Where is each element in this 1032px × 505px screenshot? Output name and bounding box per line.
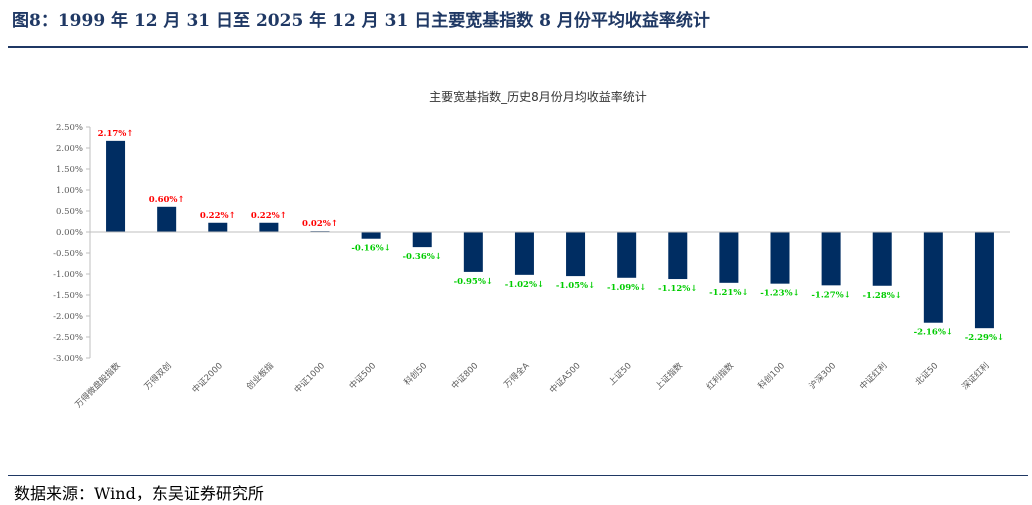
y-tick-label: -0.50%	[53, 249, 83, 259]
x-tick-label: 中证A500	[547, 360, 582, 395]
y-tick-label: -1.50%	[53, 291, 83, 301]
data-label: 2.17%↑	[98, 129, 134, 139]
y-tick-label: 2.00%	[56, 144, 83, 154]
y-axis: 2.50% 2.00% 1.50% 1.00% 0.50% 0.00% -0.50% -1.0…	[53, 123, 91, 364]
bottom-rule	[8, 475, 1028, 476]
bar	[617, 232, 637, 278]
x-tick-label: 中证500	[347, 360, 378, 391]
bar	[770, 232, 790, 284]
bar	[821, 232, 841, 286]
data-label: 0.22%↑	[251, 211, 287, 221]
x-tick-label: 中证800	[449, 360, 480, 391]
data-label: -0.16%↓	[351, 244, 390, 254]
bar	[361, 232, 381, 239]
x-tick-label: 上证指数	[653, 360, 685, 392]
y-tick-label: 2.50%	[56, 123, 83, 133]
data-label: -1.27%↓	[811, 290, 850, 300]
data-label: -1.21%↓	[709, 288, 748, 298]
x-tick-label: 北证50	[914, 361, 941, 388]
bar	[872, 232, 892, 286]
bar	[514, 232, 534, 275]
data-label: 0.22%↑	[200, 211, 236, 221]
y-tick-label: 1.00%	[56, 186, 83, 196]
x-tick-label: 万得微盘股指数	[73, 360, 123, 410]
chart-title: 主要宽基指数_历史8月份月均收益率统计	[429, 89, 647, 104]
x-tick-label: 创业板指	[244, 360, 276, 392]
x-tick-label: 中证红利	[858, 360, 890, 392]
x-tick-label: 沪深300	[807, 360, 838, 391]
bar	[106, 140, 126, 232]
data-label: -2.29%↓	[965, 333, 1004, 343]
data-labels: 2.17%↑ 0.60%↑ 0.22%↑ 0.22%↑ 0.02%↑ -0.16%↓ -0.…	[98, 129, 1005, 343]
data-label: -0.36%↓	[403, 252, 442, 262]
source-note: 数据来源：Wind，东吴证券研究所	[14, 484, 264, 503]
data-label: -1.09%↓	[607, 283, 646, 293]
y-tick-label: 1.50%	[56, 165, 83, 175]
data-label: -0.95%↓	[454, 277, 493, 287]
x-tick-label: 深证红利	[960, 360, 992, 392]
data-label: -1.23%↓	[760, 289, 799, 299]
y-tick-label: -1.00%	[53, 270, 83, 280]
y-tick-label: -3.00%	[53, 354, 83, 364]
bar	[463, 232, 483, 272]
data-label: -1.12%↓	[658, 284, 697, 294]
bar	[719, 232, 739, 283]
figure-title: 图8：1999 年 12 月 31 日至 2025 年 12 月 31 日主要宽…	[12, 11, 710, 31]
bar-chart: 主要宽基指数_历史8月份月均收益率统计 2.50% 2.00% 1.50% 1.00%…	[53, 89, 1010, 410]
bar	[566, 232, 586, 277]
x-tick-label: 万得双创	[142, 360, 174, 392]
x-tick-label: 中证1000	[292, 360, 327, 395]
bar	[923, 232, 943, 323]
x-tick-label: 上证50	[607, 361, 634, 388]
x-tick-label: 中证2000	[190, 360, 225, 395]
bar	[668, 232, 688, 280]
bar	[259, 222, 279, 232]
x-axis: 万得微盘股指数 万得双创 中证2000 创业板指 中证1000 中证500 科创50 中证80…	[73, 231, 1010, 410]
y-tick-label: -2.50%	[53, 333, 83, 343]
x-tick-label: 科创100	[756, 360, 787, 391]
y-tick-label: 0.00%	[56, 228, 83, 238]
bar-series	[106, 140, 994, 329]
y-tick-label: -2.00%	[53, 312, 83, 322]
bar	[412, 232, 432, 248]
x-tick-label: 万得全A	[502, 360, 532, 390]
data-label: 0.02%↑	[302, 219, 338, 229]
x-tick-label: 红利指数	[704, 360, 736, 392]
data-label: 0.60%↑	[149, 195, 185, 205]
x-tick-label: 科创50	[402, 360, 429, 387]
data-label: -1.28%↓	[863, 291, 902, 301]
data-label: -1.05%↓	[556, 281, 595, 291]
data-label: -1.02%↓	[505, 280, 544, 290]
bar	[157, 206, 177, 232]
y-tick-label: 0.50%	[56, 207, 83, 217]
top-rule	[8, 46, 1028, 48]
data-label: -2.16%↓	[914, 328, 953, 338]
bar	[974, 232, 994, 329]
bar	[208, 222, 228, 232]
